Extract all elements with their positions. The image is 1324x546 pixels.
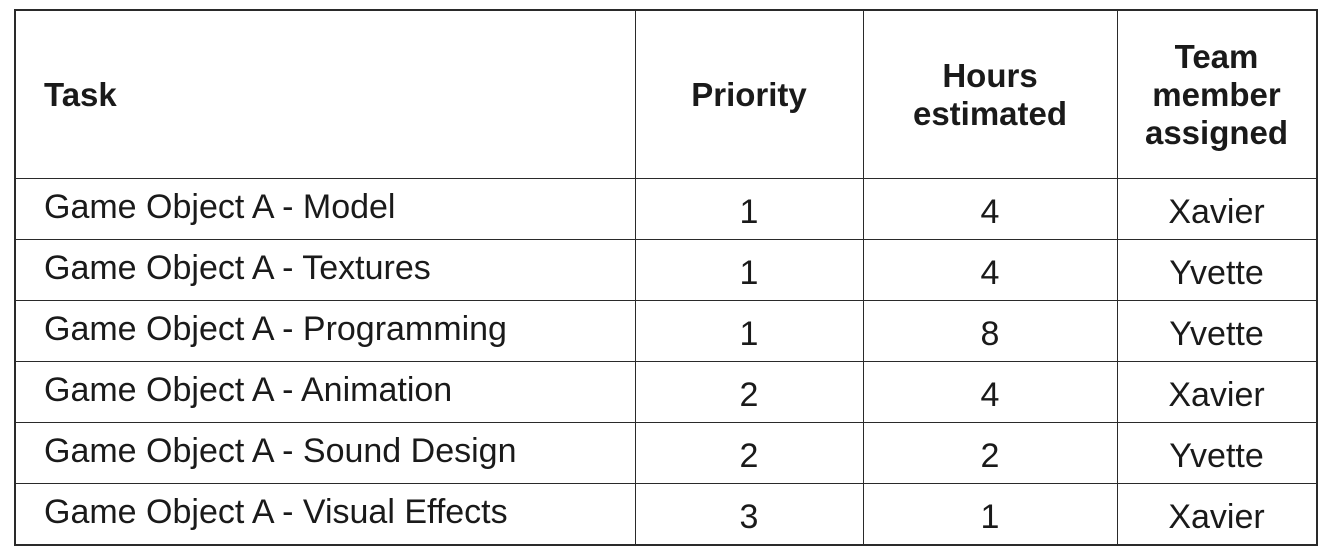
cell-task: Game Object A - Model	[14, 178, 636, 240]
cell-hours: 4	[862, 178, 1118, 240]
cell-hours: 4	[862, 361, 1118, 423]
cell-priority: 1	[634, 300, 864, 362]
table-row: Game Object A - Textures 1 4 Yvette	[14, 239, 1317, 301]
header-team-member-assigned: Team member assigned	[1116, 9, 1317, 179]
cell-member: Xavier	[1116, 483, 1317, 546]
cell-priority: 2	[634, 422, 864, 484]
table-row: Game Object A - Visual Effects 3 1 Xavie…	[14, 483, 1317, 546]
header-row: Task Priority Hours estimated Team membe…	[14, 9, 1317, 179]
cell-hours: 2	[862, 422, 1118, 484]
table-header: Task Priority Hours estimated Team membe…	[14, 9, 1317, 179]
table-row: Game Object A - Programming 1 8 Yvette	[14, 300, 1317, 362]
cell-hours: 4	[862, 239, 1118, 301]
task-table: Task Priority Hours estimated Team membe…	[14, 9, 1318, 546]
task-table-wrapper: Task Priority Hours estimated Team membe…	[14, 9, 1318, 546]
cell-task: Game Object A - Visual Effects	[14, 483, 636, 546]
cell-priority: 1	[634, 239, 864, 301]
cell-priority: 3	[634, 483, 864, 546]
cell-task: Game Object A - Animation	[14, 361, 636, 423]
header-task: Task	[14, 9, 636, 179]
header-priority: Priority	[634, 9, 864, 179]
table-body: Game Object A - Model 1 4 Xavier Game Ob…	[14, 178, 1317, 546]
cell-priority: 2	[634, 361, 864, 423]
cell-hours: 8	[862, 300, 1118, 362]
cell-task: Game Object A - Sound Design	[14, 422, 636, 484]
header-hours-estimated: Hours estimated	[862, 9, 1118, 179]
table-row: Game Object A - Animation 2 4 Xavier	[14, 361, 1317, 423]
cell-hours: 1	[862, 483, 1118, 546]
cell-priority: 1	[634, 178, 864, 240]
table-row: Game Object A - Sound Design 2 2 Yvette	[14, 422, 1317, 484]
cell-member: Xavier	[1116, 178, 1317, 240]
cell-member: Yvette	[1116, 422, 1317, 484]
cell-task: Game Object A - Programming	[14, 300, 636, 362]
table-row: Game Object A - Model 1 4 Xavier	[14, 178, 1317, 240]
cell-member: Yvette	[1116, 239, 1317, 301]
cell-member: Xavier	[1116, 361, 1317, 423]
cell-task: Game Object A - Textures	[14, 239, 636, 301]
cell-member: Yvette	[1116, 300, 1317, 362]
